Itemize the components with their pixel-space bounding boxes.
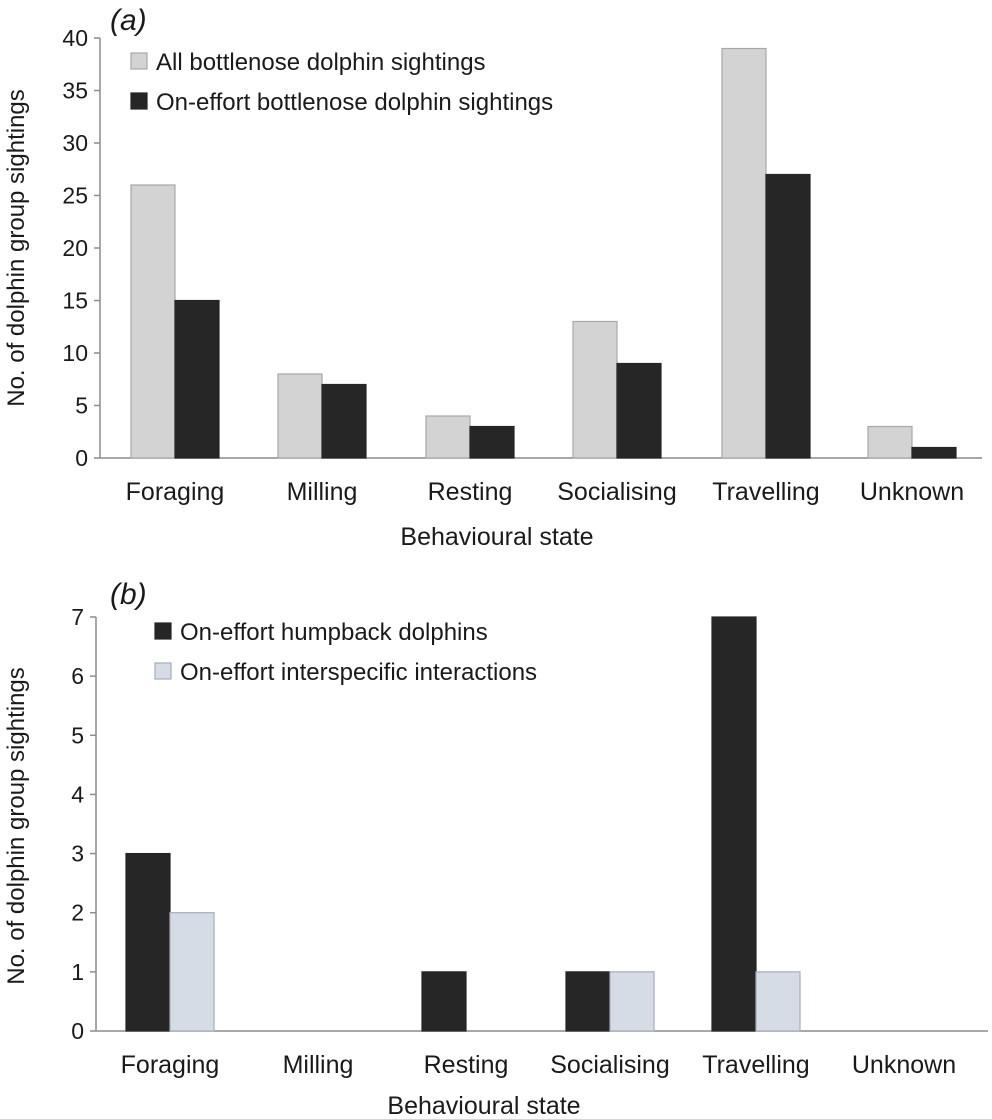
- bar-a-s1-travelling: [721, 47, 767, 459]
- legend-swatch-a-1: [130, 52, 148, 70]
- x-axis-label-b: Behavioural state: [387, 1092, 580, 1119]
- plot-area-b: 0 1 2 3 4 5 6 7 Foraging Milling Resting Socialisin…: [71, 604, 988, 1079]
- y-tick-label-b: 4: [71, 781, 84, 807]
- bar-b-s1-socialising: [565, 971, 611, 1032]
- bar-a-s1-milling: [277, 373, 323, 459]
- bar-b-s1-resting: [421, 971, 467, 1032]
- legend-label-b-2: On-effort interspecific interactions: [180, 659, 537, 686]
- y-tick-label-b: 0: [71, 1018, 84, 1044]
- x-tick-label-b: Travelling: [702, 1051, 809, 1079]
- y-tick-label-a: 10: [62, 340, 88, 366]
- y-tick-label-b: 2: [71, 900, 84, 926]
- plot-area-a: 0 5 10 15 20 25 30 35 40 Foraging Milling Resting So…: [62, 25, 982, 506]
- x-tick-label-b: Socialising: [550, 1051, 670, 1079]
- y-tick-label-b: 7: [71, 604, 84, 630]
- bar-b-s1-foraging: [125, 852, 171, 1032]
- y-axis-label-a: No. of dolphin group sightings: [3, 89, 30, 407]
- chart-panel-a: (a) No. of dolphin group sightings Behav…: [3, 4, 982, 551]
- x-tick-label-a: Foraging: [126, 478, 225, 506]
- bar-a-s1-resting: [425, 415, 471, 459]
- x-tick-label-b: Milling: [283, 1051, 354, 1079]
- x-tick-label-a: Unknown: [860, 478, 964, 506]
- panel-label-b: (b): [110, 578, 147, 611]
- x-tick-label-a: Socialising: [557, 478, 677, 506]
- y-tick-label-b: 6: [71, 663, 84, 689]
- x-tick-label-a: Milling: [287, 478, 358, 506]
- y-tick-label-a: 5: [75, 393, 88, 419]
- bar-a-s1-unknown: [867, 425, 913, 459]
- y-tick-label-a: 40: [62, 25, 88, 51]
- y-tick-label-a: 15: [62, 288, 88, 314]
- bar-a-s2-unknown: [911, 446, 957, 459]
- x-axis-label-a: Behavioural state: [400, 523, 593, 551]
- y-tick-label-a: 35: [62, 78, 88, 104]
- bar-a-s2-travelling: [765, 173, 811, 459]
- bar-b-s2-foraging: [169, 912, 215, 1032]
- bar-a-s2-socialising: [616, 362, 662, 459]
- x-tick-label-b: Resting: [424, 1051, 509, 1079]
- bar-b-s1-travelling: [711, 616, 757, 1032]
- bar-b-s2-travelling: [755, 971, 801, 1032]
- y-tick-label-b: 1: [71, 959, 84, 985]
- bar-a-s1-socialising: [572, 320, 618, 459]
- y-tick-label-a: 0: [75, 445, 88, 471]
- y-axis-label-b: No. of dolphin group sightings: [3, 667, 30, 985]
- bar-a-s2-milling: [321, 383, 367, 459]
- legend-label-b-1: On-effort humpback dolphins: [180, 619, 488, 646]
- bar-a-s2-resting: [469, 425, 515, 459]
- y-tick-label-a: 30: [62, 130, 88, 156]
- y-tick-label-a: 25: [62, 183, 88, 209]
- bar-b-s2-socialising: [609, 971, 655, 1032]
- legend-label-a-2: On-effort bottlenose dolphin sightings: [156, 89, 553, 116]
- panel-label-a: (a): [110, 4, 147, 37]
- legend-label-a-1: All bottlenose dolphin sightings: [156, 49, 486, 76]
- bar-a-s1-foraging: [130, 184, 176, 459]
- y-tick-label-b: 3: [71, 841, 84, 867]
- legend-swatch-b-1: [154, 622, 172, 640]
- legend-swatch-a-2: [130, 92, 148, 110]
- y-tick-label-a: 20: [62, 235, 88, 261]
- chart-panel-b: (b) No. of dolphin group sightings Behav…: [3, 578, 988, 1119]
- bar-a-s2-foraging: [174, 299, 220, 459]
- x-tick-label-a: Resting: [428, 478, 513, 506]
- y-tick-label-b: 5: [71, 722, 84, 748]
- x-tick-label-b: Foraging: [121, 1051, 220, 1079]
- x-tick-label-a: Travelling: [712, 478, 819, 506]
- legend-swatch-b-2: [154, 662, 172, 680]
- x-tick-label-b: Unknown: [852, 1051, 956, 1079]
